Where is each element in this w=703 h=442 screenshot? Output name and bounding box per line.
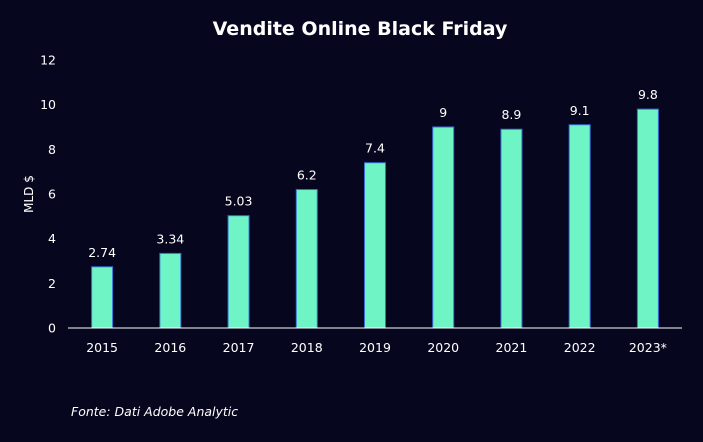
data-label: 6.2 [297,168,317,183]
data-label: 5.03 [225,194,253,209]
x-tick-label: 2016 [154,340,186,355]
y-tick-label: 6 [48,187,56,202]
y-tick-label: 12 [40,53,56,68]
bar-2021 [500,128,523,329]
x-tick-label: 2021 [496,340,528,355]
bar-2018 [295,189,318,329]
data-label: 2.74 [88,245,116,260]
bar-2015 [91,266,114,329]
data-label: 8.9 [501,107,521,122]
bar-2016 [159,252,182,329]
y-tick-label: 0 [48,321,56,336]
x-tick-label: 2019 [359,340,391,355]
bar-2020 [432,126,455,329]
x-tick-label: 2022 [564,340,596,355]
bar-2017 [227,215,250,329]
y-tick-label: 2 [48,276,56,291]
x-tick-label: 2023* [629,340,667,355]
data-label: 9.8 [638,87,658,102]
bar-2022 [568,124,591,329]
y-axis: 0 2 4 6 8 10 12 [40,53,56,336]
data-labels-group: 2.74 3.34 5.03 6.2 7.4 9 8.9 9.1 9.8 [88,87,658,260]
data-label: 7.4 [365,141,385,156]
chart-title: Vendite Online Black Friday [213,18,508,40]
bars-group [91,108,659,329]
data-label: 3.34 [156,231,184,246]
bar-2019 [364,162,386,329]
y-tick-label: 4 [48,231,56,246]
x-axis: 2015 2016 2017 2018 2019 2020 2021 2022 2023* [86,340,667,355]
y-tick-label: 8 [48,142,56,157]
x-tick-label: 2017 [223,340,255,355]
data-label: 9 [439,105,447,120]
y-tick-label: 10 [40,97,56,112]
y-axis-label: MLD $ [22,175,36,213]
source-note: Fonte: Dati Adobe Analytic [71,404,239,419]
x-tick-label: 2018 [291,340,323,355]
x-tick-label: 2020 [427,340,459,355]
bar-2023 [636,108,659,329]
data-label: 9.1 [570,103,590,118]
x-tick-label: 2015 [86,340,118,355]
